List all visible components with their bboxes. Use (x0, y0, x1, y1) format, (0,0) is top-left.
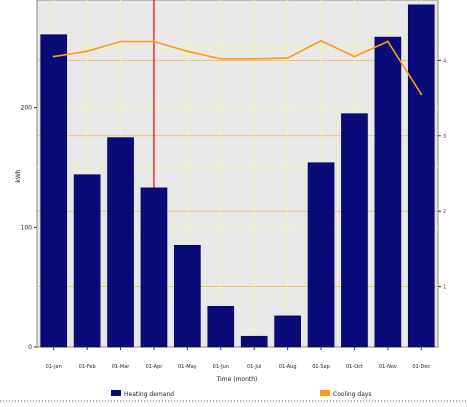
x-tick-label-01-Oct: 01-Oct (346, 364, 363, 370)
y2-tick-label: 4 (443, 58, 446, 64)
x-tick-label-01-Mar: 01-Mar (112, 364, 131, 370)
line-point-01-Apr (152, 40, 155, 43)
y-tick-label: 0 (28, 344, 32, 351)
bar-01-Apr (140, 187, 168, 348)
y2-tick-label: 2 (443, 209, 446, 215)
bar-01-Aug (274, 315, 301, 348)
x-tick-label-01-Dec: 01-Dec (412, 364, 430, 370)
x-tick-label-01-Feb: 01-Feb (79, 364, 96, 370)
line-layer (52, 39, 423, 96)
axis-layer: 0 100 200 1 2 3 4 01-Jan 01-Feb 01-Mar 01-Apr 01-Ma… (21, 58, 447, 370)
plot-area (36, 0, 439, 348)
x-tick-label-01-May: 01-May (178, 364, 197, 370)
bar-01-Mar (107, 137, 134, 348)
line-series-cooling (53, 39, 422, 95)
bar-01-Feb (73, 174, 101, 348)
line-point-01-Oct (353, 55, 356, 58)
bar-01-Jul (240, 335, 268, 348)
line-point-01-Aug (286, 57, 289, 60)
line-point-01-Jan (52, 55, 55, 58)
y-tick-label: 100 (21, 224, 33, 231)
y-axis-label: kWh (15, 169, 22, 182)
x-tick-label-01-Nov: 01-Nov (379, 364, 397, 370)
x-axis-label: Time (month) (216, 376, 258, 383)
legend-label-cooling: Cooling days (333, 391, 372, 398)
line-point-01-Jul (253, 57, 256, 60)
line-point-01-Dec (420, 93, 423, 96)
bar-01-Jun (207, 306, 235, 348)
y2-tick-label: 1 (443, 285, 446, 291)
bar-layer (40, 4, 435, 348)
x-tick-label-01-Sep: 01-Sep (312, 364, 330, 370)
bar-01-Dec (407, 4, 435, 348)
legend: Heating demand Cooling days (111, 390, 372, 398)
legend-swatch-cooling (320, 390, 330, 396)
line-point-01-May (186, 50, 189, 53)
x-tick-label-01-Jan: 01-Jan (46, 364, 62, 370)
line-point-01-Feb (86, 50, 89, 53)
bar-01-Nov (374, 36, 402, 348)
legend-swatch-heating (111, 390, 121, 396)
legend-label-heating: Heating demand (124, 391, 174, 398)
line-point-01-Sep (320, 39, 323, 42)
x-tick-label-01-Apr: 01-Apr (146, 364, 164, 370)
bar-01-May (174, 244, 201, 348)
line-point-01-Nov (386, 40, 389, 43)
x-tick-label-01-Jul: 01-Jul (247, 364, 261, 370)
line-point-01-Jun (219, 57, 222, 60)
x-tick-label-01-Aug: 01-Aug (279, 364, 297, 370)
bar-01-Jan (40, 34, 68, 348)
line-point-01-Mar (119, 40, 122, 43)
y-tick-label: 200 (21, 105, 33, 112)
bar-01-Sep (307, 162, 335, 348)
bar-01-Oct (341, 113, 368, 348)
y2-tick-label: 3 (443, 134, 446, 140)
x-tick-label-01-Jun: 01-Jun (213, 364, 229, 370)
